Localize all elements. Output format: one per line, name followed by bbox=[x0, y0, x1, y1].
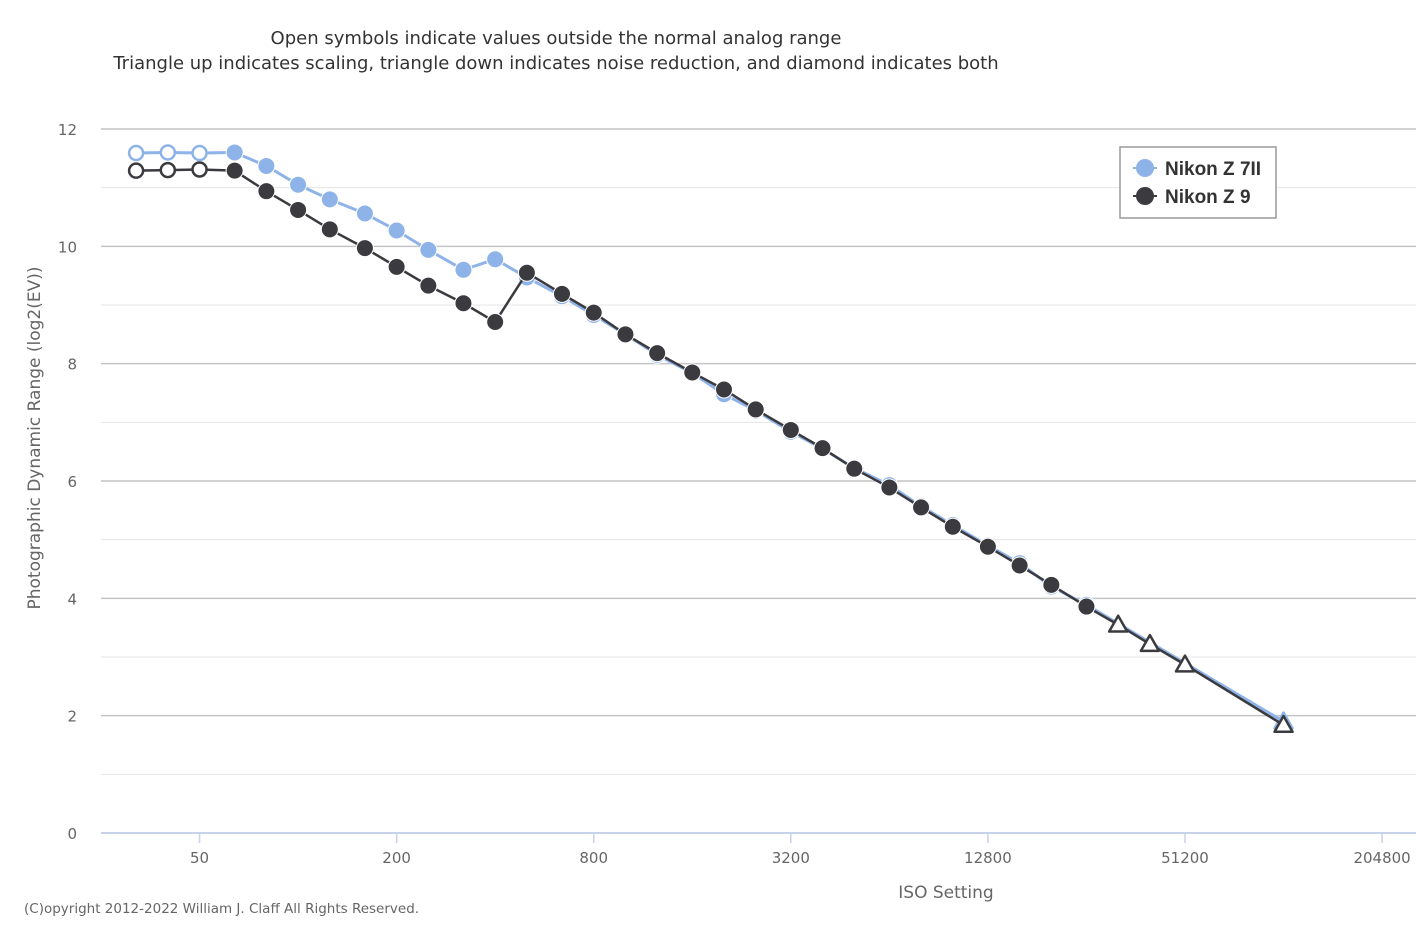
data-point-open[interactable] bbox=[159, 144, 177, 161]
data-point[interactable] bbox=[320, 220, 339, 239]
data-point[interactable] bbox=[257, 156, 276, 175]
legend[interactable]: Nikon Z 7II Nikon Z 9 bbox=[1119, 146, 1277, 219]
data-point[interactable] bbox=[584, 303, 603, 322]
data-point[interactable] bbox=[419, 276, 438, 295]
data-point[interactable] bbox=[912, 498, 931, 517]
data-point-open[interactable] bbox=[191, 144, 208, 162]
x-tick-label: 12800 bbox=[964, 849, 1012, 867]
chart-subtitle: Open symbols indicate values outside the… bbox=[112, 28, 998, 74]
y-tick-label: 12 bbox=[58, 121, 77, 139]
data-point[interactable] bbox=[225, 161, 244, 180]
data-point[interactable] bbox=[517, 263, 536, 282]
data-point[interactable] bbox=[880, 478, 899, 497]
y-tick-label: 10 bbox=[58, 238, 77, 256]
data-point[interactable] bbox=[648, 344, 667, 363]
data-point[interactable] bbox=[355, 239, 374, 258]
grid-lines bbox=[101, 128, 1416, 775]
data-point[interactable] bbox=[320, 190, 339, 209]
data-point[interactable] bbox=[225, 143, 244, 162]
data-point-triangle-up[interactable] bbox=[1273, 714, 1294, 734]
data-point[interactable] bbox=[978, 537, 997, 556]
x-tick-label: 204800 bbox=[1353, 849, 1410, 867]
x-axis-ticks: 50 200 800 3200 12800 51200 204800 bbox=[190, 833, 1411, 867]
x-axis-title: ISO Setting bbox=[898, 883, 993, 903]
legend-box bbox=[1119, 146, 1277, 219]
y-tick-label: 0 bbox=[67, 825, 77, 843]
copyright-credit: (C)opyright 2012-2022 William J. Claff A… bbox=[24, 901, 419, 917]
data-point[interactable] bbox=[289, 200, 308, 219]
legend-label: Nikon Z 9 bbox=[1165, 187, 1251, 208]
data-point-open[interactable] bbox=[127, 162, 145, 179]
data-point[interactable] bbox=[486, 250, 505, 269]
data-point[interactable] bbox=[845, 459, 864, 478]
y-axis-title: Photographic Dynamic Range (log2(EV)) bbox=[25, 266, 45, 609]
y-tick-label: 8 bbox=[67, 356, 77, 374]
series-line bbox=[136, 150, 1285, 723]
legend-item-nikon-z-7ii[interactable]: Nikon Z 7II bbox=[1133, 159, 1261, 180]
data-point[interactable] bbox=[486, 313, 505, 332]
x-tick-label: 3200 bbox=[772, 849, 810, 867]
data-point[interactable] bbox=[454, 260, 473, 279]
subtitle-line-2: Triangle up indicates scaling, triangle … bbox=[112, 53, 998, 74]
data-point[interactable] bbox=[257, 182, 276, 201]
data-point-triangle-up[interactable] bbox=[1174, 654, 1196, 673]
data-point[interactable] bbox=[781, 420, 800, 439]
x-tick-label: 800 bbox=[579, 849, 608, 867]
legend-item-nikon-z-9[interactable]: Nikon Z 9 bbox=[1133, 187, 1251, 208]
data-point[interactable] bbox=[1077, 597, 1096, 616]
data-point[interactable] bbox=[355, 204, 374, 223]
y-tick-label: 2 bbox=[67, 708, 77, 726]
data-point-triangle-up[interactable] bbox=[1139, 633, 1161, 653]
legend-marker-icon bbox=[1136, 187, 1154, 205]
series-line bbox=[136, 168, 1285, 727]
data-point-open[interactable] bbox=[127, 144, 145, 162]
data-point-triangle-up[interactable] bbox=[1107, 614, 1129, 633]
series-nikon-z-7ii[interactable] bbox=[127, 143, 1294, 730]
series-layer bbox=[127, 143, 1294, 734]
y-tick-label: 6 bbox=[67, 473, 77, 491]
y-axis-ticks: 0 2 4 6 8 10 12 bbox=[58, 121, 77, 843]
series-nikon-z-9[interactable] bbox=[127, 161, 1294, 734]
x-tick-label: 200 bbox=[382, 849, 411, 867]
x-tick-label: 50 bbox=[190, 849, 209, 867]
data-point[interactable] bbox=[683, 363, 702, 382]
legend-marker-icon bbox=[1136, 159, 1154, 177]
data-point[interactable] bbox=[1042, 575, 1061, 594]
data-point[interactable] bbox=[419, 240, 438, 259]
data-point-open[interactable] bbox=[191, 161, 208, 178]
data-point[interactable] bbox=[289, 175, 308, 194]
data-point[interactable] bbox=[813, 439, 832, 458]
y-tick-label: 4 bbox=[67, 590, 77, 608]
data-point[interactable] bbox=[1010, 556, 1029, 575]
legend-label: Nikon Z 7II bbox=[1165, 159, 1261, 180]
data-point-open[interactable] bbox=[159, 161, 177, 179]
data-point[interactable] bbox=[746, 400, 765, 419]
data-point[interactable] bbox=[454, 294, 473, 313]
data-point[interactable] bbox=[714, 380, 733, 399]
data-point[interactable] bbox=[943, 517, 962, 536]
x-tick-label: 51200 bbox=[1161, 849, 1209, 867]
data-point[interactable] bbox=[616, 325, 635, 344]
data-point[interactable] bbox=[387, 257, 406, 276]
data-point[interactable] bbox=[552, 284, 571, 303]
subtitle-line-1: Open symbols indicate values outside the… bbox=[271, 28, 842, 49]
data-point[interactable] bbox=[387, 221, 406, 240]
